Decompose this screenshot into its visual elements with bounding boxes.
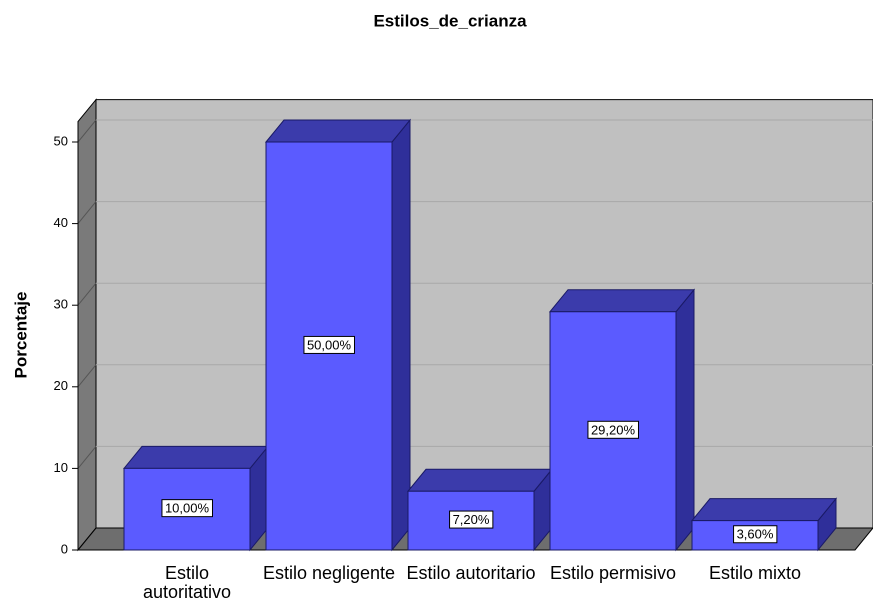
value-label-box <box>161 499 213 518</box>
y-tick-label: 40 <box>54 215 68 230</box>
value-label: 50,00% <box>307 337 352 352</box>
value-label: 29,20% <box>591 422 636 437</box>
y-tick-label: 10 <box>54 460 68 475</box>
bar <box>122 444 270 552</box>
y-tick-label: 50 <box>54 133 68 148</box>
grid-line <box>77 282 97 306</box>
x-tick-label: Estilo autoritario <box>406 563 536 583</box>
y-tick-label: 20 <box>54 378 68 393</box>
grid-line <box>77 119 97 143</box>
bar-face <box>675 288 695 552</box>
left-wall <box>77 98 97 552</box>
chart-title: Estilos_de_crianza <box>373 11 527 30</box>
y-axis-label: Porcentaje <box>11 292 30 379</box>
bar-face <box>548 289 696 313</box>
y-tick-label: 30 <box>54 297 68 312</box>
value-label: 3,60% <box>737 527 774 542</box>
bar-face <box>264 119 412 143</box>
grid-line <box>77 201 97 224</box>
grid-line <box>77 446 97 469</box>
bar-face <box>122 445 270 469</box>
bar-face <box>391 118 411 552</box>
x-tick-label: Estilo autoritativo <box>142 563 232 602</box>
grid-line <box>77 364 97 388</box>
value-label: 7,20% <box>453 512 490 527</box>
y-tick-label: 0 <box>61 541 68 556</box>
value-label-box <box>303 335 355 354</box>
bar-face <box>690 498 838 522</box>
x-tick-label: Estilo permisivo <box>549 563 677 583</box>
value-label: 10,00% <box>165 501 210 516</box>
x-tick-label: Estilo negligente <box>262 563 396 583</box>
bar <box>548 288 696 552</box>
value-label-box <box>587 420 639 439</box>
bar <box>406 467 554 552</box>
bar <box>264 118 412 552</box>
value-label-box <box>449 510 494 529</box>
bar-face <box>406 468 554 492</box>
value-label-box <box>733 525 778 544</box>
x-tick-label: Estilo mixto <box>708 563 802 583</box>
